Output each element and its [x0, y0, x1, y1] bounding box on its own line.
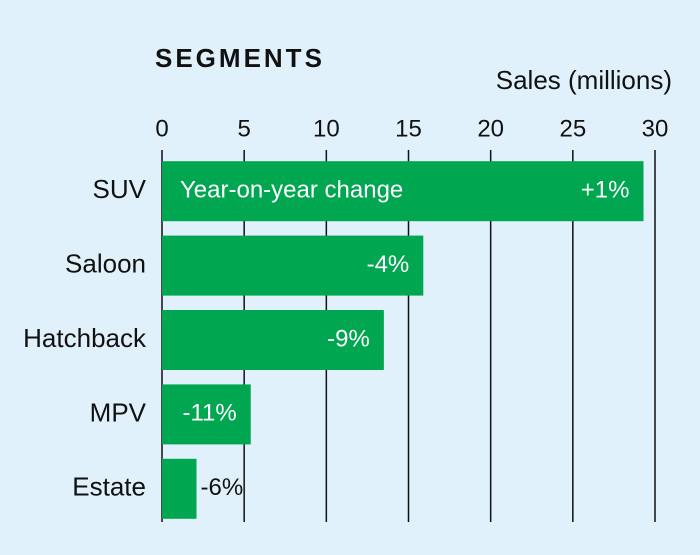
chart-title: SEGMENTS — [155, 43, 325, 73]
bar — [162, 384, 251, 445]
x-tick-label: 10 — [313, 115, 340, 142]
bar — [162, 235, 424, 296]
bar — [162, 310, 384, 370]
value-label: -6% — [201, 474, 244, 501]
value-label: -9% — [327, 325, 370, 352]
x-tick-label: 25 — [559, 115, 586, 142]
y-tick-label: Estate — [72, 472, 146, 502]
value-label: -4% — [367, 251, 410, 278]
y-tick-label: Saloon — [65, 248, 146, 278]
y-tick-label: Hatchback — [23, 323, 147, 353]
y-tick-label: SUV — [93, 174, 147, 204]
x-tick-label: 20 — [477, 115, 504, 142]
bar — [162, 458, 197, 519]
x-tick-label: 15 — [395, 115, 422, 142]
y-tick-label: MPV — [90, 397, 147, 427]
value-label: +1% — [581, 177, 630, 204]
value-label: -11% — [182, 400, 236, 427]
x-tick-label: 30 — [642, 115, 669, 142]
x-tick-label: 5 — [237, 115, 250, 142]
annotation: Year-on-year change — [180, 177, 403, 204]
x-tick-label: 0 — [155, 115, 168, 142]
bar — [162, 161, 644, 222]
axis-label: Sales (millions) — [496, 65, 672, 95]
